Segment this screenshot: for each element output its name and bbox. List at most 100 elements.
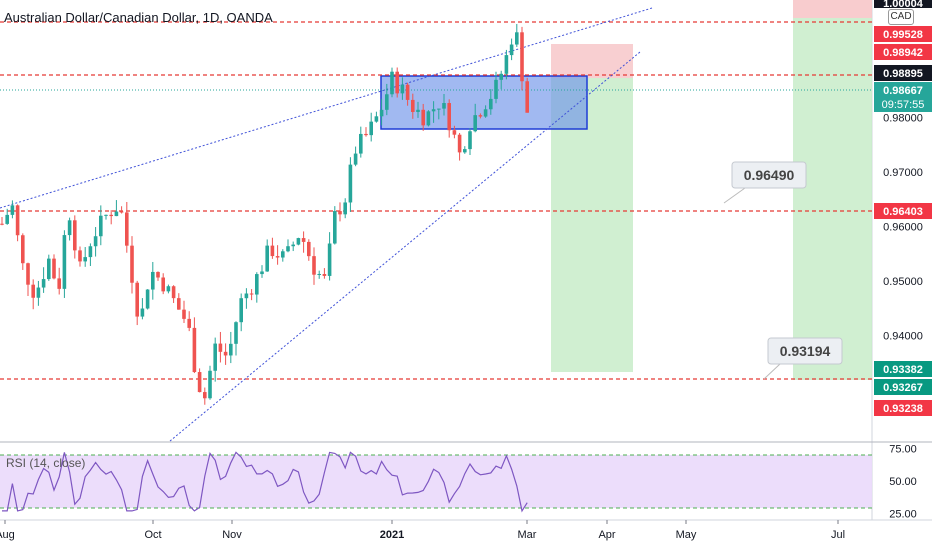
candle-body	[234, 322, 238, 344]
candle-body	[83, 257, 87, 262]
candle-body	[395, 71, 399, 94]
time-axis[interactable]: Aug Oct Nov 2021 Mar Apr May Jul	[0, 520, 845, 541]
rsi-band	[0, 455, 872, 508]
candle-body	[270, 245, 275, 257]
candle-body	[359, 133, 363, 154]
time-axis-tick: Mar	[518, 529, 537, 541]
candle-body	[93, 236, 98, 247]
rsi-axis-tick: 50.00	[889, 476, 917, 488]
price-tag-label: 0.93382	[883, 364, 923, 376]
take-profit-zone-future[interactable]	[793, 18, 872, 380]
candle-body	[26, 263, 30, 285]
rsi-axis[interactable]: 75.00 50.00 25.00	[889, 444, 917, 521]
price-tag-label: 0.98942	[883, 47, 923, 59]
price-tag	[874, 400, 932, 416]
candle-body	[52, 258, 56, 279]
price-tag	[874, 0, 932, 8]
current-price-label: 0.98667	[883, 85, 923, 97]
candle-body	[343, 202, 347, 215]
candle-body	[192, 327, 197, 373]
stop-loss-zone-future[interactable]	[793, 0, 872, 18]
time-axis-tick: Jul	[831, 529, 845, 541]
rsi-indicator-label[interactable]: RSI (14, close)	[6, 456, 86, 470]
stop-loss-zone[interactable]	[551, 44, 633, 78]
candle-body	[478, 115, 483, 117]
candle-body	[317, 273, 321, 275]
channel-lower-line[interactable]	[169, 51, 641, 442]
candle-body	[379, 109, 384, 117]
candle-body	[73, 220, 77, 251]
candle-body	[182, 309, 186, 319]
candle-body	[338, 211, 342, 215]
candle-body	[281, 251, 285, 258]
time-axis-tick: Nov	[222, 529, 242, 541]
candle-body	[119, 211, 124, 213]
candle-body	[426, 111, 431, 126]
callout-label: 0.93194	[780, 343, 831, 359]
candle-body	[177, 298, 181, 310]
candle-body	[15, 205, 20, 236]
candle-body	[265, 245, 269, 272]
candle-body	[260, 271, 264, 275]
time-axis-tick: Aug	[0, 529, 15, 541]
candle-body	[171, 286, 176, 299]
price-axis-tick: 0.96000	[883, 221, 923, 233]
candle-body	[509, 44, 514, 56]
price-tag	[874, 379, 932, 395]
candle-body	[463, 149, 467, 153]
candle-body	[499, 73, 503, 80]
candle-body	[5, 214, 9, 224]
candle-body	[400, 84, 405, 94]
candle-body	[431, 109, 436, 112]
candle-body	[140, 308, 145, 317]
time-axis-tick: Apr	[598, 529, 615, 541]
currency-badge[interactable]: CAD	[888, 9, 914, 25]
candle-body	[369, 121, 373, 136]
candle-body	[145, 289, 150, 309]
candle-body	[213, 343, 217, 371]
candle-body	[187, 318, 191, 328]
candle-body	[0, 223, 4, 225]
candle-body	[255, 274, 259, 295]
rsi-axis-tick: 75.00	[889, 444, 917, 456]
candle-body	[385, 94, 389, 110]
candle-body	[244, 293, 249, 299]
callout-096490[interactable]: 0.96490	[723, 161, 807, 204]
candle-body	[208, 370, 212, 399]
current-price-tag	[874, 82, 932, 112]
rsi-axis-tick: 25.00	[889, 509, 917, 521]
candle-body	[468, 131, 472, 150]
candle-body	[130, 245, 134, 283]
candle-body	[125, 212, 129, 246]
candle-body	[322, 273, 327, 276]
candle-body	[457, 134, 462, 153]
candle-body	[47, 258, 51, 280]
candle-body	[78, 250, 82, 262]
consolidation-box[interactable]	[380, 75, 588, 130]
candle-body	[223, 351, 228, 356]
price-tag	[874, 65, 932, 81]
candle-body	[483, 109, 488, 117]
candle-body	[447, 103, 451, 131]
candle-body	[494, 79, 498, 99]
callout-093194[interactable]: 0.93194	[763, 337, 843, 380]
candle-body	[473, 115, 477, 132]
candle-body	[442, 103, 446, 109]
candle-body	[203, 392, 207, 399]
candle-body	[218, 343, 223, 352]
candle-body	[291, 244, 295, 247]
price-tag-label: 0.93267	[883, 382, 923, 394]
candle-body	[327, 243, 332, 276]
candle-body	[166, 286, 171, 292]
candle-body	[301, 238, 306, 242]
price-axis-tick: 0.95000	[883, 276, 923, 288]
horizontal-levels	[0, 21, 872, 380]
candle-body	[109, 214, 113, 217]
channel-upper-line[interactable]	[0, 7, 653, 209]
symbol-title[interactable]: Australian Dollar/Canadian Dollar, 1D, O…	[4, 10, 273, 25]
candle-body	[333, 211, 337, 244]
candle-body	[31, 284, 35, 298]
candle-body	[10, 205, 15, 215]
candle-body	[307, 241, 311, 257]
